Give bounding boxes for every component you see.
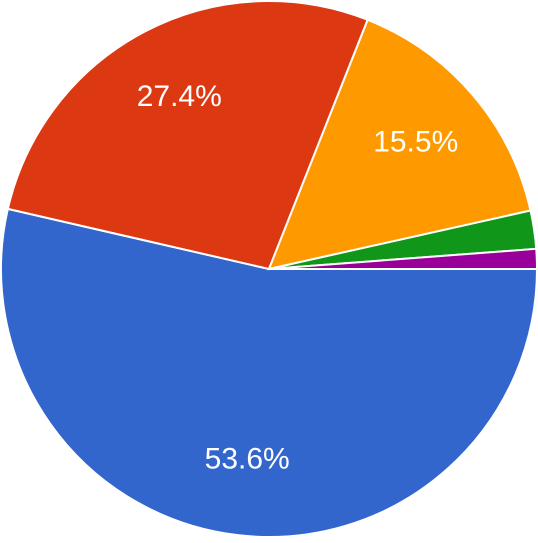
data-label: 53.6% <box>205 443 290 476</box>
pie-slice <box>0 207 538 538</box>
pie-slice <box>268 247 538 270</box>
pie-slice <box>6 0 369 271</box>
pie-slice <box>267 18 532 271</box>
data-label: 15.5% <box>373 126 458 159</box>
data-label: 27.4% <box>137 80 222 113</box>
